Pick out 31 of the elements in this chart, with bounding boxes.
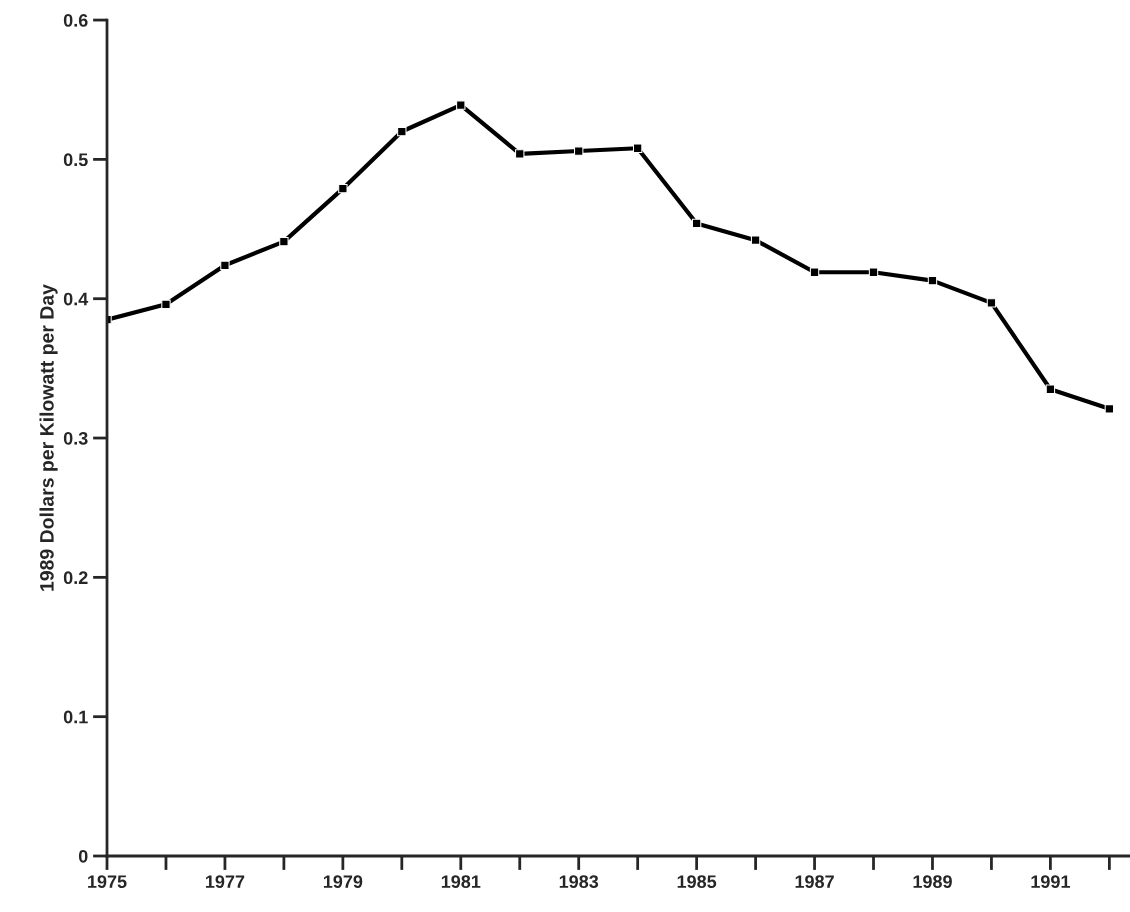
point [574,146,584,156]
point [1045,384,1056,394]
x-tick-label: 1977 [205,875,245,889]
y-tick-label: 0.1 [63,710,88,724]
y-tick-label: 0.4 [63,292,89,306]
point [868,267,879,277]
point [456,100,466,110]
point [632,143,643,153]
y-axis-title: 1989 Dollars per Kilowatt per Day [39,284,58,591]
y-tick-label: 0.2 [63,571,88,585]
point [338,183,348,194]
x-tick-label: 1981 [441,875,481,889]
point [750,235,761,245]
y-tick-label: 0.6 [63,14,88,27]
x-tick-label: 1983 [559,875,599,889]
x-tick-label: 1985 [677,875,717,889]
point [161,299,171,309]
point [986,298,997,308]
x-tick-label: 1987 [795,875,834,889]
point [809,267,820,277]
y-tick-label: 0.5 [63,153,88,167]
x-tick-label: 1979 [323,875,363,889]
x-tick-label: 1975 [88,875,127,889]
point [397,126,407,137]
x-tick-label: 1991 [1031,875,1070,889]
point [279,236,289,247]
y-tick-label: 0 [78,849,88,863]
y-tick-label: 0.3 [63,431,88,445]
point [515,149,525,159]
x-tick-label: 1989 [913,875,952,889]
point [220,260,230,270]
